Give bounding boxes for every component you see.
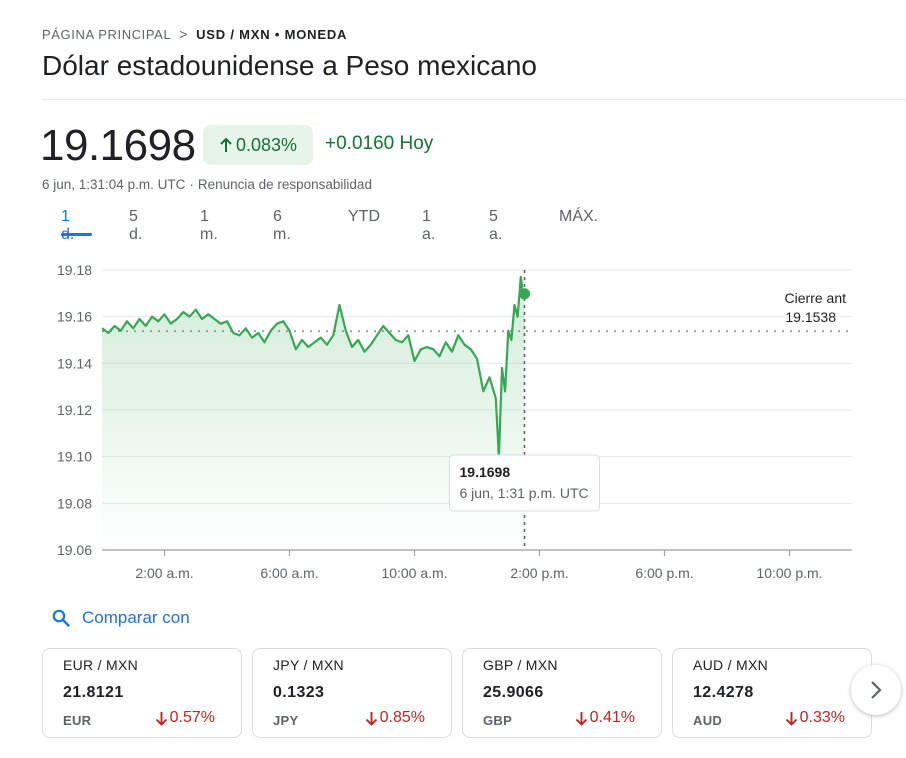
active-tab-indicator: [61, 233, 92, 236]
card-pair: AUD / MXN: [693, 657, 769, 673]
card-value: 25.9066: [483, 684, 544, 701]
next-cards-button[interactable]: [851, 665, 901, 715]
chevron-right-icon: >: [179, 26, 189, 42]
quote-meta: 6 jun, 1:31:04 p.m. UTC · Renuncia de resp…: [42, 177, 372, 192]
currency-card-gbp[interactable]: GBP / MXN 25.9066 GBP 0.41%: [462, 648, 662, 738]
tab-ytd[interactable]: YTD: [348, 208, 380, 225]
previous-close-label: Cierre ant: [785, 290, 847, 306]
divider: [42, 99, 906, 100]
change-absolute: +0.0160 Hoy: [325, 133, 434, 154]
search-icon: [52, 609, 70, 627]
tab-max[interactable]: MÁX.: [559, 208, 599, 225]
card-value: 21.8121: [63, 684, 124, 701]
tab-5y[interactable]: 5 a.: [489, 208, 503, 243]
card-currency: AUD: [693, 713, 723, 728]
current-price-point: [519, 288, 530, 300]
disclaimer-link[interactable]: Renuncia de responsabilidad: [197, 177, 372, 192]
page-title: Dólar estadounidense a Peso mexicano: [42, 50, 537, 81]
chart-tooltip: 19.1698 6 jun, 1:31 p.m. UTC: [449, 454, 600, 512]
y-tick-label: 19.14: [57, 355, 92, 371]
current-price: 19.1698: [40, 121, 196, 170]
card-value: 0.1323: [273, 684, 325, 701]
x-tick-label: 2:00 p.m.: [510, 565, 568, 581]
card-currency: EUR: [63, 713, 92, 728]
y-tick-label: 19.06: [57, 542, 92, 558]
currency-card-jpy[interactable]: JPY / MXN 0.1323 JPY 0.85%: [252, 648, 452, 738]
y-tick-label: 19.10: [57, 449, 92, 465]
previous-close-value: 19.1538: [785, 309, 836, 325]
y-tick-label: 19.16: [57, 309, 92, 325]
card-value: 12.4278: [693, 684, 754, 701]
breadcrumb: PÁGINA PRINCIPAL > USD / MXN • MONEDA: [42, 26, 347, 42]
change-percent-badge: 0.083%: [203, 125, 313, 165]
tab-1d[interactable]: 1 d.: [61, 208, 74, 243]
x-tick-label: 10:00 p.m.: [756, 565, 822, 581]
breadcrumb-home-link[interactable]: PÁGINA PRINCIPAL: [42, 26, 172, 42]
card-pair: JPY / MXN: [273, 657, 344, 673]
x-tick-label: 6:00 a.m.: [260, 565, 318, 581]
card-change-percent: 0.33%: [799, 709, 845, 726]
card-change-percent: 0.57%: [169, 709, 215, 726]
arrow-down-icon: [575, 711, 587, 726]
arrow-down-icon: [155, 711, 167, 726]
tooltip-value: 19.1698: [460, 464, 511, 480]
card-pair: EUR / MXN: [63, 657, 139, 673]
tooltip-time: 6 jun, 1:31 p.m. UTC: [460, 485, 589, 501]
compare-button[interactable]: Comparar con: [52, 608, 190, 628]
card-change: 0.33%: [785, 709, 845, 727]
card-currency: GBP: [483, 713, 513, 728]
quote-timestamp: 6 jun, 1:31:04 p.m. UTC: [42, 177, 186, 192]
y-tick-label: 19.18: [57, 262, 92, 278]
y-tick-label: 19.08: [57, 495, 92, 511]
card-currency: JPY: [273, 713, 299, 728]
currency-card-aud[interactable]: AUD / MXN 12.4278 AUD 0.33%: [672, 648, 872, 738]
card-change-percent: 0.85%: [379, 709, 425, 726]
compare-label: Comparar con: [82, 608, 190, 627]
x-tick-label: 10:00 a.m.: [381, 565, 447, 581]
arrow-down-icon: [785, 711, 797, 726]
tab-5d[interactable]: 5 d.: [129, 208, 143, 243]
chevron-right-icon: [871, 681, 882, 699]
card-change: 0.57%: [155, 709, 215, 727]
currency-card-eur[interactable]: EUR / MXN 21.8121 EUR 0.57%: [42, 648, 242, 738]
card-change: 0.85%: [365, 709, 425, 727]
price-area: [102, 277, 525, 550]
card-change: 0.41%: [575, 709, 635, 727]
arrow-down-icon: [365, 711, 377, 726]
x-tick-label: 6:00 p.m.: [635, 565, 693, 581]
tooltip-box: [449, 454, 600, 512]
price-line: [101, 275, 526, 458]
tab-1m[interactable]: 1 m.: [200, 208, 218, 243]
tab-6m[interactable]: 6 m.: [273, 208, 291, 243]
y-tick-label: 19.12: [57, 402, 92, 418]
x-tick-label: 2:00 a.m.: [135, 565, 193, 581]
card-pair: GBP / MXN: [483, 657, 558, 673]
arrow-up-icon: [220, 137, 232, 152]
meta-separator: ·: [189, 177, 194, 192]
change-percent: 0.083%: [235, 134, 298, 155]
tab-1y[interactable]: 1 a.: [422, 208, 436, 243]
card-change-percent: 0.41%: [589, 709, 635, 726]
price-chart[interactable]: 19.18 19.16 19.14 19.12 19.10 19.08 19.06 2:00…: [0, 250, 906, 595]
breadcrumb-current: USD / MXN • MONEDA: [196, 26, 348, 42]
